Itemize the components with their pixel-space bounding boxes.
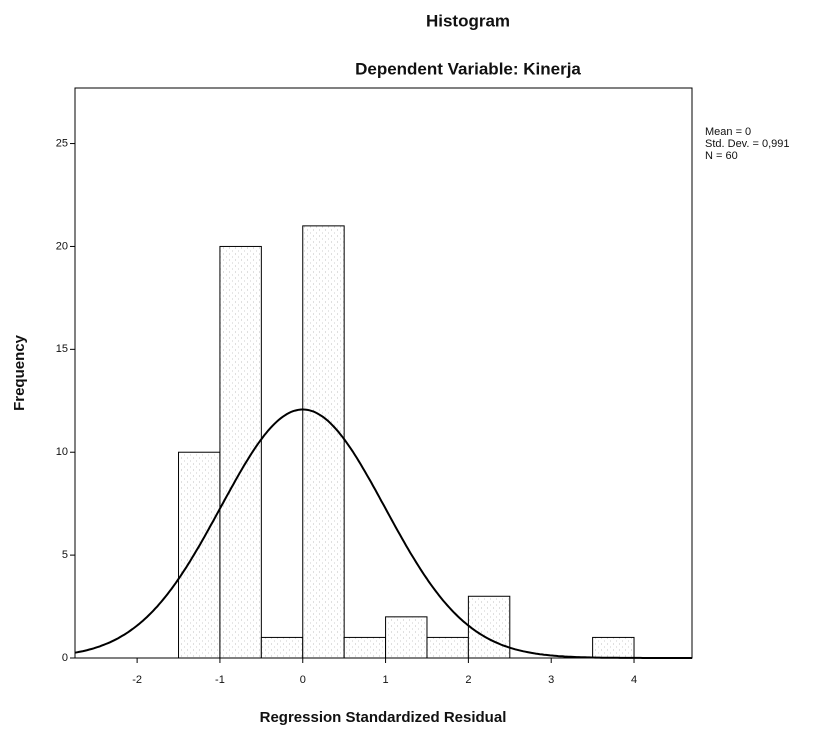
bar bbox=[426, 636, 469, 659]
y-tick-label: 15 bbox=[56, 343, 68, 355]
y-tick-label: 25 bbox=[56, 137, 68, 149]
x-tick-label: -1 bbox=[215, 674, 225, 686]
stat-label: N = 60 bbox=[705, 150, 738, 162]
bar bbox=[260, 636, 304, 659]
chart-subtitle: Dependent Variable: Kinerja bbox=[355, 59, 581, 78]
chart-title: Histogram bbox=[426, 11, 510, 30]
y-tick-label: 20 bbox=[56, 240, 68, 252]
bar bbox=[592, 636, 635, 659]
bar bbox=[467, 595, 511, 659]
stat-label: Std. Dev. = 0,991 bbox=[705, 138, 790, 150]
bar bbox=[178, 451, 221, 659]
bar bbox=[302, 225, 345, 659]
y-axis-title: Frequency bbox=[11, 334, 28, 411]
y-tick-label: 5 bbox=[62, 549, 68, 561]
plot-frame bbox=[74, 87, 693, 659]
y-tick-label: 10 bbox=[56, 446, 68, 458]
x-axis-title: Regression Standardized Residual bbox=[260, 709, 507, 726]
bar bbox=[343, 636, 387, 659]
x-tick-label: 3 bbox=[548, 674, 554, 686]
bar bbox=[385, 616, 428, 659]
x-tick-label: 0 bbox=[300, 674, 306, 686]
x-tick-label: 1 bbox=[383, 674, 389, 686]
stat-label: Mean = 0 bbox=[705, 126, 751, 138]
x-tick-label: 4 bbox=[631, 674, 637, 686]
x-tick-label: 2 bbox=[465, 674, 471, 686]
y-tick-label: 0 bbox=[62, 652, 68, 664]
normal-curve bbox=[74, 408, 692, 659]
bar bbox=[219, 245, 262, 659]
x-tick-label: -2 bbox=[132, 674, 142, 686]
